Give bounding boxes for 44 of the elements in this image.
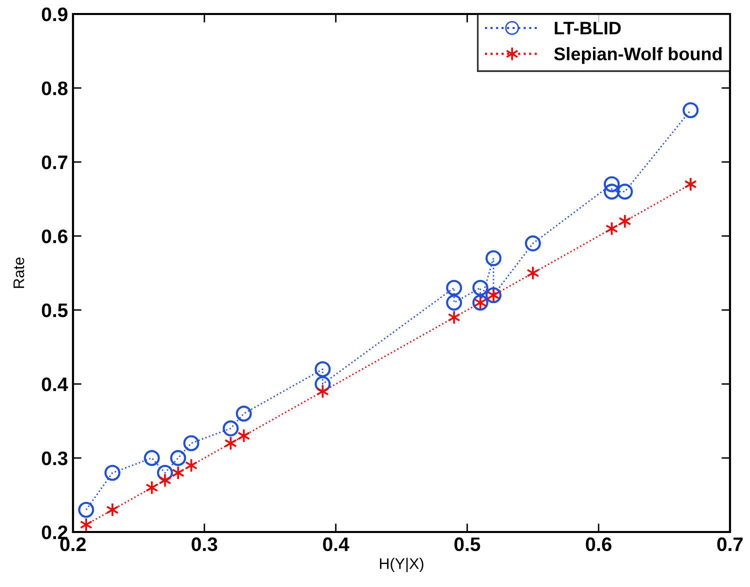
point	[618, 214, 632, 228]
y-tick-label: 0.2	[42, 525, 68, 540]
y-tick-label: 0.8	[42, 81, 68, 96]
point	[158, 473, 172, 488]
point	[314, 376, 331, 392]
point	[183, 435, 200, 452]
point	[446, 294, 462, 311]
x-axis-title: H(Y|X)	[380, 558, 424, 572]
point	[104, 464, 120, 481]
y-tick-label: 0.3	[42, 451, 68, 466]
y-tick-label: 0.7	[42, 155, 68, 170]
x-tick-label: 0.2	[60, 537, 86, 552]
point	[314, 361, 331, 378]
point	[156, 464, 173, 481]
point	[222, 420, 239, 436]
y-axis-title: Rate	[14, 258, 24, 288]
point	[106, 502, 119, 517]
x-tick-label: 0.5	[454, 537, 480, 552]
legend-label: Slepian-Wolf bound	[554, 47, 722, 64]
point	[170, 450, 186, 466]
point	[604, 176, 620, 192]
legend-label: LT-BLID	[554, 22, 621, 34]
point	[604, 184, 620, 200]
x-tick-label: 0.6	[586, 537, 612, 552]
point	[144, 450, 160, 466]
point	[616, 184, 633, 200]
point	[472, 280, 488, 296]
point	[448, 310, 460, 325]
point	[446, 280, 462, 296]
point	[78, 502, 94, 518]
point	[524, 235, 541, 252]
point	[485, 250, 502, 266]
y-tick-label: 0.5	[42, 303, 68, 318]
point	[684, 177, 697, 192]
point	[236, 406, 252, 422]
point	[172, 466, 184, 480]
point	[80, 517, 92, 532]
x-tick-label: 0.7	[717, 537, 743, 552]
x-tick-label: 0.4	[323, 537, 350, 552]
point	[682, 102, 699, 118]
x-tick-label: 0.3	[192, 537, 218, 552]
y-tick-label: 0.9	[42, 7, 68, 22]
y-tick-label: 0.6	[42, 229, 68, 244]
y-tick-label: 0.4	[42, 377, 68, 392]
